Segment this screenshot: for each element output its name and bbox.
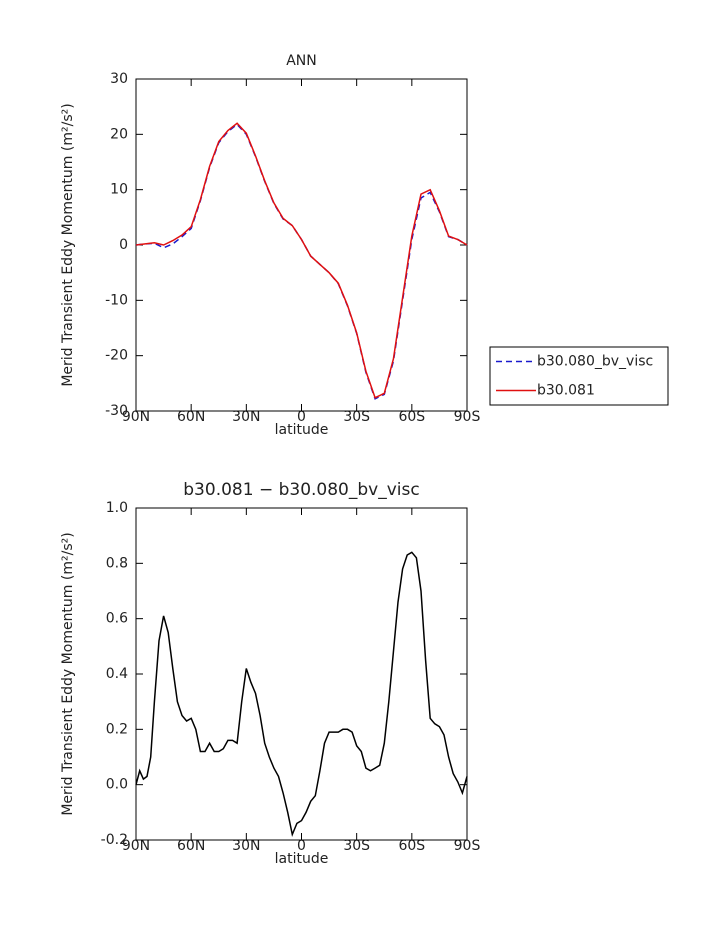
x-tick-label: 30S	[343, 838, 370, 854]
chart-title: b30.081 − b30.080_bv_visc	[183, 480, 419, 500]
y-tick-label: -30	[105, 403, 128, 419]
data-line	[135, 123, 468, 400]
chart-title: ANN	[286, 53, 317, 69]
x-axis-label: latitude	[275, 851, 329, 867]
x-tick-label: 90S	[454, 838, 481, 854]
y-tick-label: 0.0	[106, 777, 128, 793]
plot-frame	[135, 78, 468, 412]
x-tick-label: 90N	[122, 409, 150, 425]
y-tick-label: 0.8	[106, 555, 128, 571]
x-axis-label: latitude	[275, 422, 329, 438]
x-tick-label: 60S	[398, 409, 425, 425]
x-tick-label: 60N	[177, 838, 205, 854]
y-tick-label: 20	[110, 126, 128, 142]
x-tick-label: 30N	[232, 838, 260, 854]
x-tick-label: 0	[297, 838, 306, 854]
x-tick-label: 60N	[177, 409, 205, 425]
x-tick-label: 30N	[232, 409, 260, 425]
y-tick-label: 10	[110, 182, 128, 198]
y-tick-label: 30	[110, 71, 128, 87]
y-tick-label: -0.2	[101, 832, 128, 848]
x-tick-label: 30S	[343, 409, 370, 425]
legend-label: b30.080_bv_visc	[537, 354, 653, 370]
y-tick-label: 0	[119, 237, 128, 253]
x-tick-label: 60S	[398, 838, 425, 854]
plot-frame	[135, 507, 468, 841]
y-tick-label: 0.2	[106, 721, 128, 737]
y-tick-label: -10	[105, 292, 128, 308]
legend-label: b30.081	[537, 383, 595, 399]
legend-box	[489, 346, 669, 406]
data-line	[135, 122, 468, 399]
y-tick-label: 1.0	[106, 500, 128, 516]
x-tick-label: 90N	[122, 838, 150, 854]
y-axis-label: Merid Transient Eddy Momentum (m²/s²)	[60, 532, 76, 815]
y-tick-label: 0.4	[106, 666, 128, 682]
y-tick-label: -20	[105, 348, 128, 364]
data-line	[135, 551, 468, 838]
x-tick-label: 0	[297, 409, 306, 425]
y-axis-label: Merid Transient Eddy Momentum (m²/s²)	[60, 103, 76, 386]
y-tick-label: 0.6	[106, 611, 128, 627]
x-tick-label: 90S	[454, 409, 481, 425]
